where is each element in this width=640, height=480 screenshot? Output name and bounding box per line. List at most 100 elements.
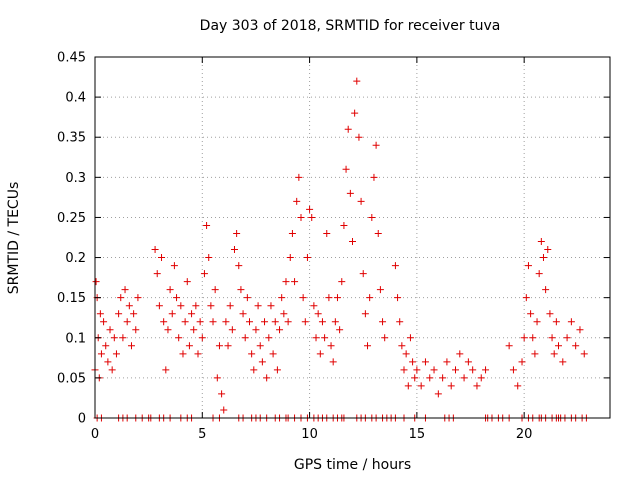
data-point — [364, 342, 372, 350]
data-point — [370, 173, 378, 181]
data-point — [316, 350, 324, 358]
data-point — [173, 294, 181, 302]
data-point — [473, 382, 481, 390]
data-point — [104, 358, 112, 366]
y-tick-label: 0.1 — [65, 331, 86, 346]
data-point — [108, 366, 116, 374]
data-point — [211, 286, 219, 294]
data-point — [188, 310, 196, 318]
data-point — [134, 294, 142, 302]
data-point — [409, 358, 417, 366]
data-point — [546, 310, 554, 318]
data-point — [426, 374, 434, 382]
data-point — [452, 366, 459, 374]
data-point — [368, 213, 376, 221]
data-points — [91, 77, 590, 422]
data-point — [318, 318, 326, 326]
data-point — [198, 334, 206, 342]
data-point — [284, 318, 292, 326]
data-point — [548, 334, 556, 342]
data-point — [456, 350, 464, 358]
data-point — [329, 358, 337, 366]
data-point — [580, 350, 588, 358]
data-point — [243, 294, 251, 302]
data-point — [406, 334, 414, 342]
data-point — [509, 366, 517, 374]
y-tick-label: 0.45 — [57, 51, 86, 66]
data-point — [469, 366, 477, 374]
data-point — [179, 350, 187, 358]
data-point — [376, 286, 384, 294]
y-tick-label: 0.15 — [57, 291, 86, 306]
data-point — [269, 350, 277, 358]
data-point — [230, 246, 238, 254]
data-point — [115, 310, 123, 318]
data-point — [524, 262, 532, 270]
data-point — [280, 310, 288, 318]
data-point — [447, 382, 455, 390]
data-point — [539, 254, 547, 262]
data-point — [224, 342, 232, 350]
data-point — [263, 374, 271, 382]
data-point — [535, 270, 543, 278]
data-point — [220, 406, 228, 414]
data-point — [265, 334, 273, 342]
data-point — [391, 262, 399, 270]
data-point — [357, 197, 365, 205]
data-point — [295, 173, 303, 181]
data-point — [567, 318, 575, 326]
data-point — [200, 270, 208, 278]
data-point — [213, 374, 221, 382]
y-tick-label: 0.2 — [65, 251, 86, 266]
data-point — [97, 350, 105, 358]
data-point — [96, 310, 104, 318]
data-point — [119, 334, 127, 342]
data-point — [342, 165, 350, 173]
data-point — [338, 278, 346, 286]
data-point — [235, 262, 243, 270]
data-point — [196, 318, 204, 326]
data-point — [92, 278, 100, 286]
data-point — [151, 246, 159, 254]
data-point — [421, 358, 429, 366]
data-point — [394, 294, 402, 302]
data-point — [306, 205, 314, 213]
data-point — [226, 302, 234, 310]
data-point — [183, 278, 191, 286]
data-point — [314, 310, 322, 318]
data-point — [246, 318, 253, 326]
data-point — [366, 294, 374, 302]
data-point — [529, 334, 537, 342]
data-point — [164, 326, 172, 334]
data-point — [218, 390, 226, 398]
data-point — [286, 254, 294, 262]
data-point — [518, 358, 526, 366]
x-axis-label: GPS time / hours — [293, 457, 412, 473]
data-point — [254, 302, 262, 310]
data-point — [542, 286, 550, 294]
data-point — [482, 366, 490, 374]
data-point — [239, 310, 247, 318]
data-point — [576, 326, 584, 334]
data-point — [158, 254, 166, 262]
data-point — [555, 342, 562, 350]
data-point — [291, 278, 299, 286]
data-point — [477, 374, 485, 382]
data-point — [166, 286, 174, 294]
x-tick-label: 20 — [516, 427, 533, 442]
data-point — [361, 310, 369, 318]
data-point — [252, 326, 260, 334]
data-point — [153, 270, 161, 278]
data-point — [117, 294, 125, 302]
data-point — [381, 334, 389, 342]
data-point — [299, 294, 307, 302]
data-point — [233, 229, 241, 237]
data-point — [336, 326, 344, 334]
data-point — [228, 326, 236, 334]
data-point — [402, 350, 410, 358]
data-point — [102, 342, 110, 350]
data-point — [505, 342, 513, 350]
data-point — [333, 294, 341, 302]
grid-lines — [95, 57, 610, 418]
data-point — [413, 366, 421, 374]
